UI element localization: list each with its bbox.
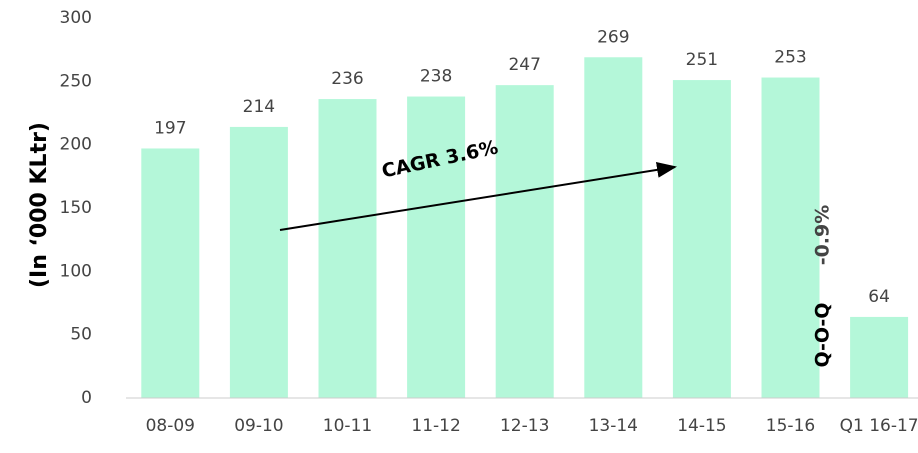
data-label: 269: [597, 27, 629, 47]
bar: [318, 99, 377, 399]
bars: [141, 57, 909, 399]
y-tick-label: 50: [70, 325, 92, 345]
y-tick-label: 250: [60, 71, 92, 91]
bar: [584, 57, 643, 399]
data-label: 214: [243, 97, 275, 117]
bar: [850, 316, 909, 398]
qoq-value: -0.9%: [812, 205, 834, 266]
data-label: 236: [331, 69, 363, 89]
x-tick-label: 12-13: [499, 416, 550, 436]
y-tick-label: 300: [60, 8, 92, 28]
bar: [141, 148, 200, 398]
y-tick-label: 100: [60, 261, 92, 281]
y-tick-label: 150: [60, 198, 92, 218]
x-tick-label: 10-11: [322, 416, 373, 436]
data-label: 253: [774, 48, 806, 68]
data-label: 251: [686, 50, 718, 70]
data-label: 247: [508, 55, 540, 75]
data-label: 197: [154, 118, 186, 138]
x-tick-label: 08-09: [145, 416, 195, 436]
bar: [229, 126, 288, 398]
data-label: 64: [868, 287, 890, 307]
y-tick-label: 0: [81, 388, 92, 408]
y-tick-label: 200: [60, 135, 92, 155]
bar: [495, 85, 554, 398]
x-tick-label: 13-14: [588, 416, 638, 436]
y-axis-label: (In ‘000 KLtr): [27, 122, 52, 288]
x-tick-label: Q1 16-17: [839, 416, 918, 436]
data-label: 238: [420, 67, 452, 87]
bar: [407, 96, 466, 399]
x-tick-label: 14-15: [677, 416, 727, 436]
bar: [761, 77, 820, 399]
x-tick-label: 09-10: [234, 416, 284, 436]
cagr-arrow: [279, 161, 677, 231]
x-tick-label: 15-16: [765, 416, 816, 436]
qoq-annotation: Q-O-Q: [812, 303, 834, 368]
x-tick-label: 11-12: [411, 416, 461, 436]
bar: [672, 80, 731, 399]
